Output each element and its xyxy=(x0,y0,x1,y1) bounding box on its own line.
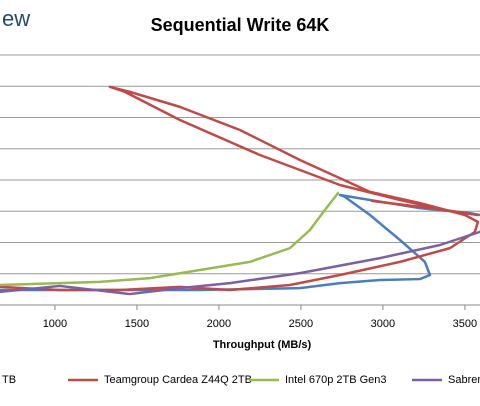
series-line xyxy=(0,230,480,296)
x-tick-label: 2000 xyxy=(207,318,231,330)
watermark: ew xyxy=(2,6,30,31)
x-axis-label: Throughput (MB/s) xyxy=(213,339,312,351)
plot-area xyxy=(0,85,480,296)
x-tick-label: 3000 xyxy=(371,318,395,330)
legend-label: Sabren xyxy=(448,374,480,386)
legend-label: Teamgroup Cardea Z44Q 2TB xyxy=(104,374,252,386)
legend: TB Teamgroup Cardea Z44Q 2TB Intel 670p 2T… xyxy=(2,374,480,386)
legend-label: TB xyxy=(2,374,16,386)
x-tick-label: 1500 xyxy=(125,318,149,330)
x-tick-label: 3500 xyxy=(453,318,477,330)
legend-label: Intel 670p 2TB Gen3 xyxy=(285,374,387,386)
series-line xyxy=(0,85,480,292)
x-tick-label: 1000 xyxy=(43,318,67,330)
grid: 1000 1500 2000 2500 3000 3500 xyxy=(0,54,480,330)
series-line xyxy=(0,191,340,287)
chart-title: Sequential Write 64K xyxy=(151,15,330,35)
x-tick-label: 2500 xyxy=(289,318,313,330)
